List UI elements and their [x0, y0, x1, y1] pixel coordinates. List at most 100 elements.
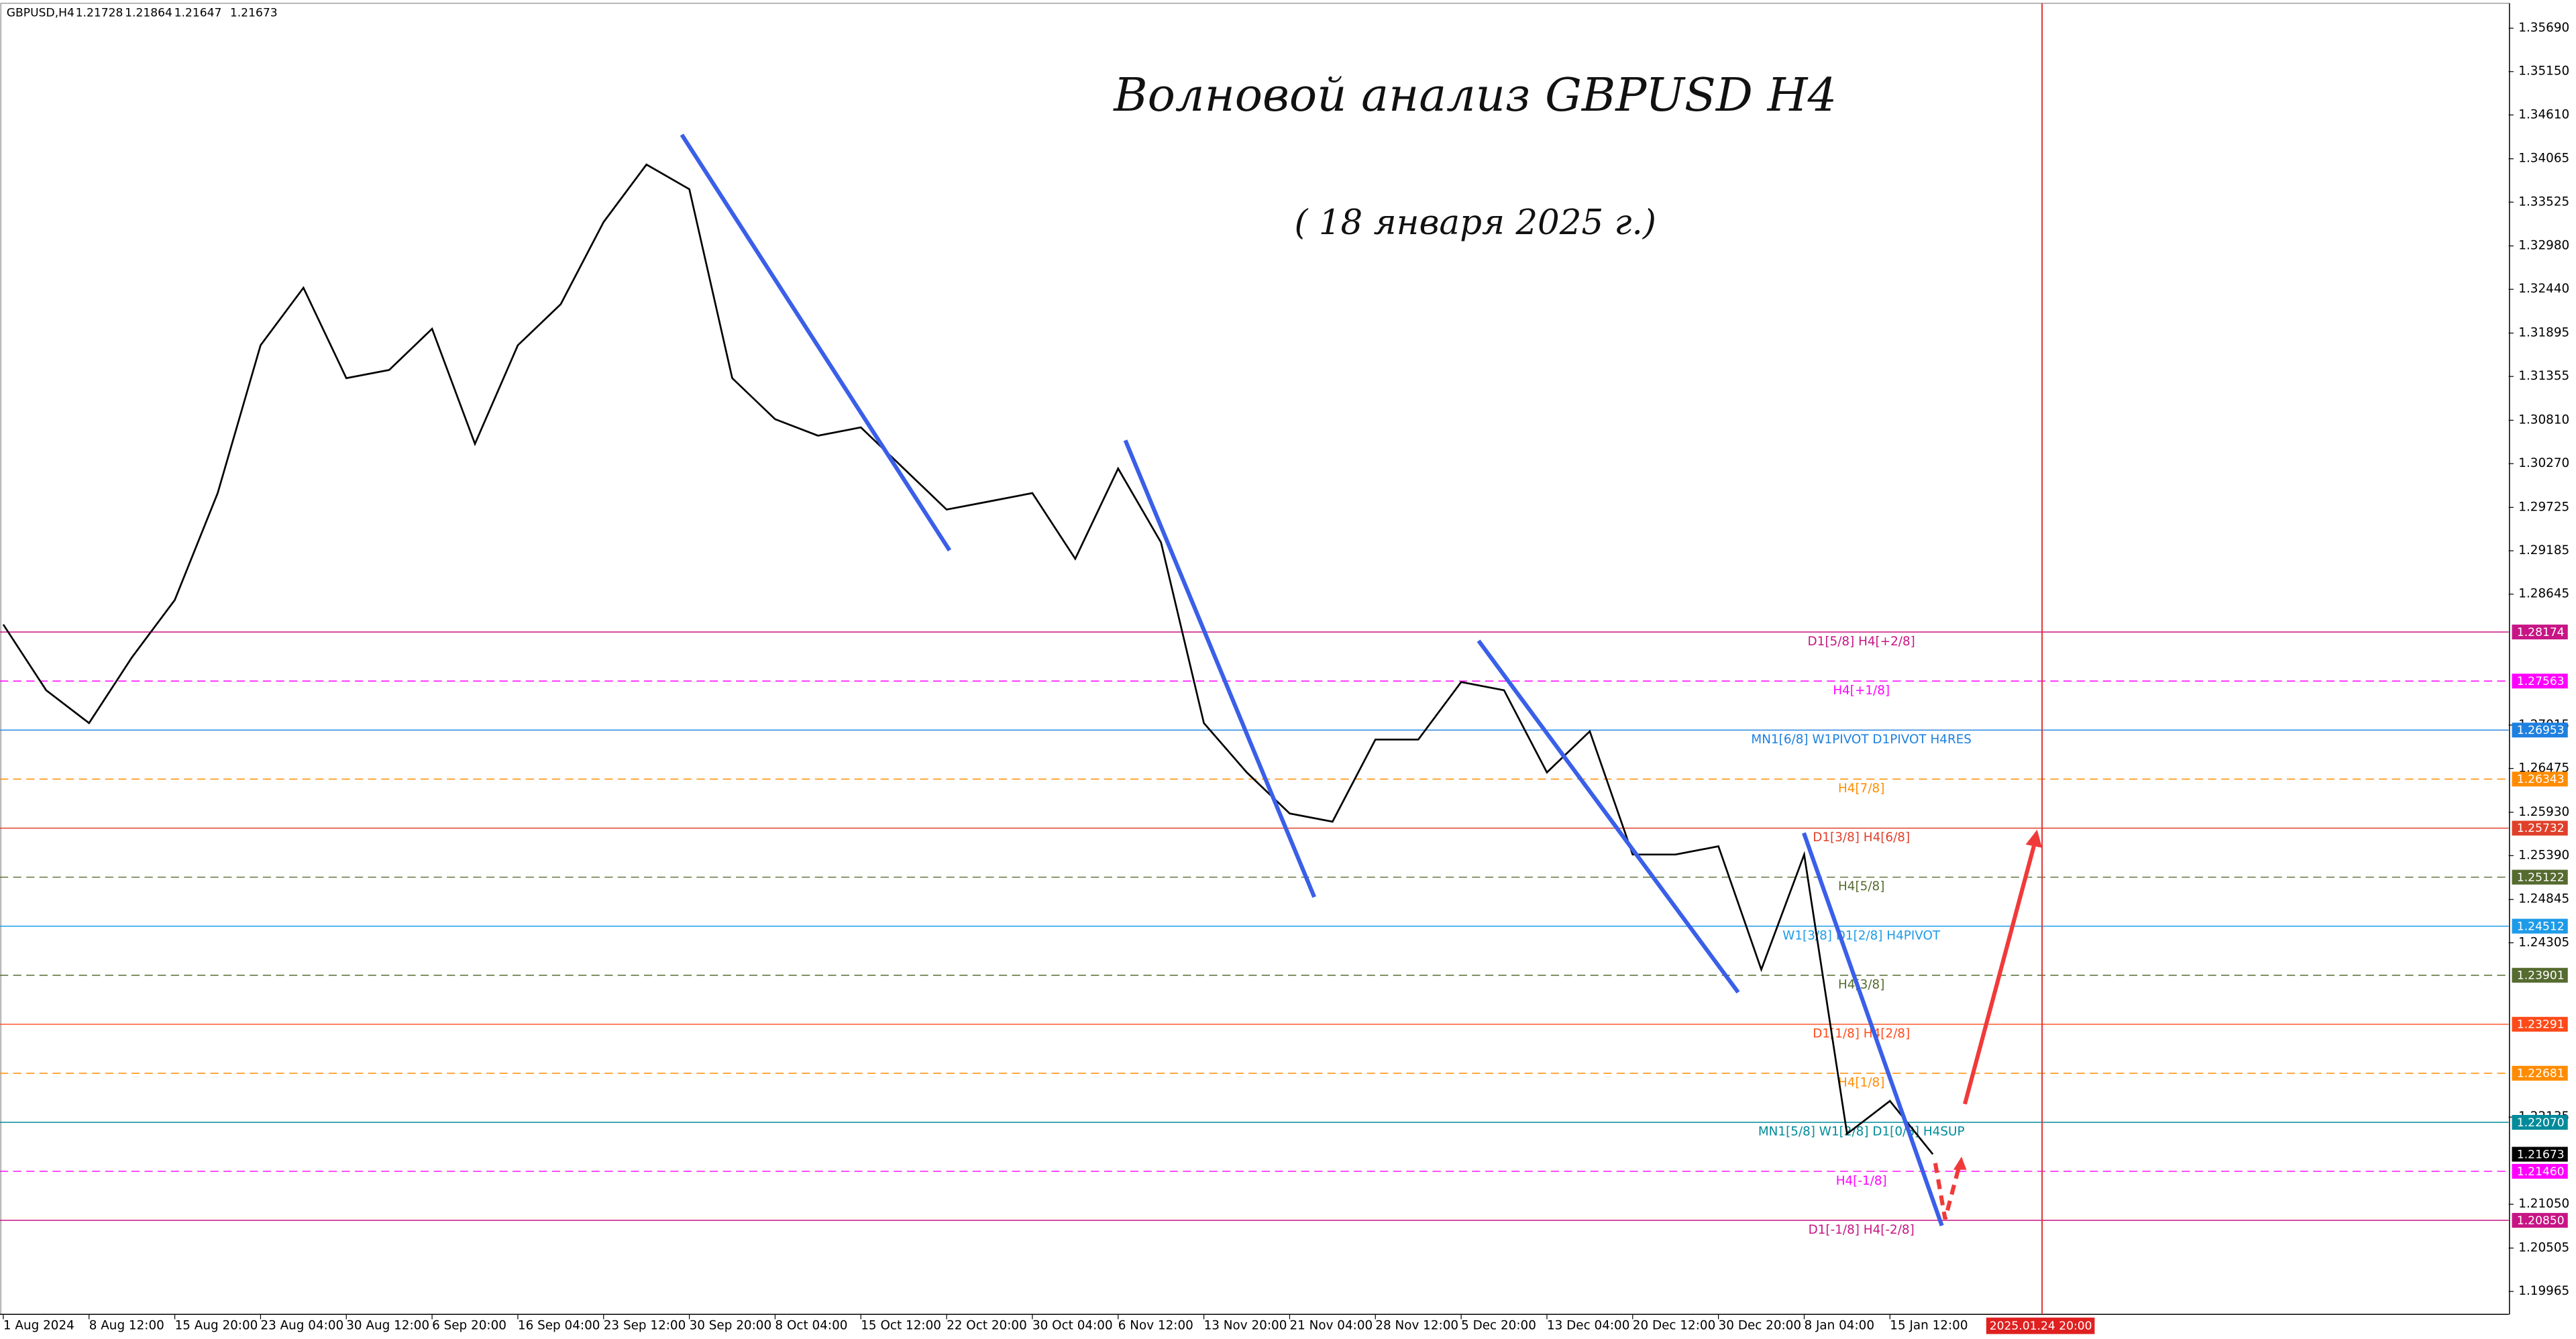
level-label: D1[5/8] H4[+2/8] — [1808, 635, 1915, 649]
x-tick-label: 8 Oct 04:00 — [775, 1318, 847, 1332]
x-tick-label: 15 Jan 12:00 — [1890, 1318, 1968, 1332]
level-label: H4[7/8] — [1838, 782, 1884, 796]
level-label: D1[3/8] H4[6/8] — [1813, 831, 1910, 845]
y-tick-label: 1.30810 — [2518, 413, 2569, 427]
level-label: H4[1/8] — [1838, 1076, 1884, 1090]
y-tick-label: 1.32980 — [2518, 239, 2569, 253]
level-price-label: 1.22070 — [2517, 1116, 2565, 1130]
level-label: W1[3/8] D1[2/8] H4PIVOT — [1782, 928, 1941, 943]
x-tick-label: 30 Sep 20:00 — [690, 1318, 772, 1332]
y-tick-label: 1.24845 — [2518, 892, 2569, 906]
y-tick-label: 1.31355 — [2518, 369, 2569, 383]
level-price-label: 1.21460 — [2517, 1165, 2565, 1179]
level-price-label: 1.20850 — [2517, 1214, 2565, 1228]
level-price-box — [2512, 1016, 2568, 1032]
y-tick-label: 1.30270 — [2518, 456, 2569, 470]
wave-line — [1477, 639, 1740, 994]
level-price-box — [2512, 1065, 2568, 1081]
forecast-line — [1963, 845, 2036, 1105]
level-price-box — [2512, 722, 2568, 738]
level-price-box — [2512, 820, 2568, 836]
y-tick-label: 1.25930 — [2518, 805, 2569, 819]
level-price-label: 1.23901 — [2517, 969, 2565, 983]
x-tick-label: 16 Sep 04:00 — [518, 1318, 600, 1332]
level-price-box — [2512, 771, 2568, 787]
x-tick-label: 8 Jan 04:00 — [1804, 1318, 1874, 1332]
forecast-time: 2025.01.24 20:00 — [1990, 1320, 2092, 1333]
level-price-label: 1.25122 — [2517, 871, 2565, 884]
x-tick-label: 6 Nov 12:00 — [1118, 1318, 1193, 1332]
x-tick-label: 13 Nov 20:00 — [1204, 1318, 1287, 1332]
y-tick-label: 1.33525 — [2518, 195, 2569, 209]
level-price-label: 1.27563 — [2517, 675, 2565, 688]
x-tick-label: 5 Dec 20:00 — [1461, 1318, 1536, 1332]
level-price-label: 1.25732 — [2517, 822, 2565, 835]
y-tick-label: 1.34065 — [2518, 152, 2569, 166]
arrow-head — [2025, 829, 2043, 848]
x-tick-label: 15 Oct 12:00 — [861, 1318, 941, 1332]
level-price-label: 1.23291 — [2517, 1018, 2565, 1032]
level-price-box — [2512, 967, 2568, 983]
level-label: H4[+1/8] — [1833, 684, 1890, 698]
y-tick-label: 1.34610 — [2518, 107, 2569, 121]
price-line — [2, 163, 1934, 1155]
ohlc-value: 1.21647 — [174, 7, 222, 20]
x-tick-label: 13 Dec 04:00 — [1547, 1318, 1629, 1332]
x-tick-label: 30 Dec 20:00 — [1719, 1318, 1801, 1332]
y-tick-label: 1.29725 — [2518, 500, 2569, 514]
y-tick-label: 1.24305 — [2518, 935, 2569, 949]
y-tick-label: 1.20505 — [2518, 1240, 2569, 1254]
level-price-label: 1.26343 — [2517, 773, 2565, 786]
level-price-label: 1.24512 — [2517, 920, 2565, 933]
forecast-time-box — [1986, 1318, 2095, 1334]
ohlc-value: 1.21673 — [230, 7, 278, 20]
ohlc-value: 1.21728 — [76, 7, 123, 20]
y-tick-label: 1.32440 — [2518, 282, 2569, 296]
wave-line — [1123, 439, 1317, 898]
y-tick-label: 1.26475 — [2518, 761, 2569, 775]
level-price-label: 1.26953 — [2517, 724, 2565, 737]
x-tick-label: 1 Aug 2024 — [3, 1318, 74, 1332]
forecast-dashed — [1933, 1163, 1962, 1220]
y-tick-label: 1.31895 — [2518, 326, 2569, 340]
level-price-label: 1.22681 — [2517, 1067, 2565, 1081]
x-tick-label: 8 Aug 12:00 — [89, 1318, 164, 1332]
chart-subtitle: ( 18 января 2025 г.) — [1294, 203, 1656, 243]
level-price-box — [2512, 1164, 2568, 1179]
x-tick-label: 30 Oct 04:00 — [1032, 1318, 1113, 1332]
chart-title: Волновой анализ GBPUSD H4 — [1112, 68, 1837, 122]
level-price-label: 1.28174 — [2517, 626, 2565, 639]
symbol: GBPUSD,H4 — [7, 7, 74, 20]
level-label: MN1[5/8] W1[2/8] D1[0/8] H4SUP — [1758, 1125, 1965, 1139]
level-price-box — [2512, 918, 2568, 934]
x-tick-label: 22 Oct 20:00 — [947, 1318, 1027, 1332]
level-price-box — [2512, 1115, 2568, 1130]
x-tick-label: 30 Aug 12:00 — [346, 1318, 429, 1332]
level-label: MN1[6/8] W1PIVOT D1PIVOT H4RES — [1751, 733, 1972, 747]
level-label: H4[3/8] — [1838, 977, 1884, 992]
level-price-box — [2512, 1213, 2568, 1228]
level-price-box — [2512, 869, 2568, 885]
level-label: D1[1/8] H4[2/8] — [1813, 1027, 1910, 1041]
ohlc-value: 1.21864 — [125, 7, 172, 20]
wave-line — [1802, 832, 1944, 1226]
plot-area — [0, 3, 2510, 1315]
y-tick-label: 1.19965 — [2518, 1284, 2569, 1298]
x-tick-label: 21 Nov 04:00 — [1289, 1318, 1373, 1332]
y-tick-label: 1.21050 — [2518, 1197, 2569, 1211]
y-tick-label: 1.35150 — [2518, 64, 2569, 78]
y-tick-label: 1.28645 — [2518, 587, 2569, 601]
y-tick-label: 1.29185 — [2518, 543, 2569, 557]
current-price-box — [2512, 1146, 2568, 1162]
current-price-label: 1.21673 — [2517, 1148, 2565, 1161]
arrow-head — [1953, 1157, 1967, 1170]
x-tick-label: 6 Sep 20:00 — [432, 1318, 506, 1332]
wave-line — [680, 133, 952, 552]
level-price-box — [2512, 625, 2568, 640]
level-label: H4[-1/8] — [1836, 1174, 1887, 1188]
level-label: H4[5/8] — [1838, 879, 1884, 894]
x-tick-label: 15 Aug 20:00 — [175, 1318, 258, 1332]
level-label: D1[-1/8] H4[-2/8] — [1809, 1223, 1915, 1237]
